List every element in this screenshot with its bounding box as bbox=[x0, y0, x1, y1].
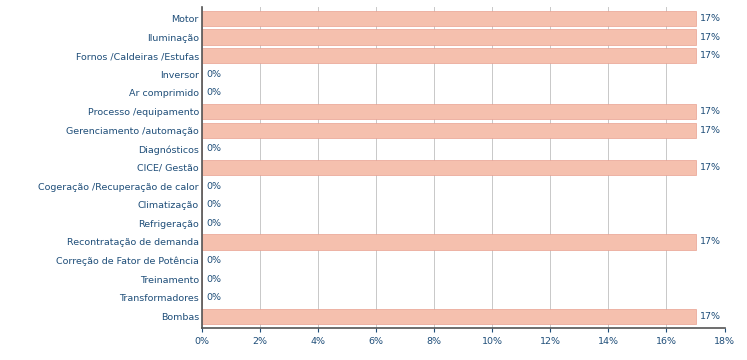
Text: 0%: 0% bbox=[206, 144, 221, 153]
Bar bbox=[202, 11, 695, 26]
Text: 0%: 0% bbox=[206, 181, 221, 190]
Text: 0%: 0% bbox=[206, 256, 221, 265]
Text: 0%: 0% bbox=[206, 275, 221, 284]
Text: 0%: 0% bbox=[206, 70, 221, 79]
Text: 0%: 0% bbox=[206, 293, 221, 302]
Text: 0%: 0% bbox=[206, 200, 221, 209]
Text: 17%: 17% bbox=[700, 126, 721, 135]
Bar bbox=[202, 104, 695, 119]
Bar bbox=[202, 309, 695, 324]
Text: 17%: 17% bbox=[700, 312, 721, 321]
Text: 0%: 0% bbox=[206, 219, 221, 228]
Bar bbox=[202, 160, 695, 175]
Text: 17%: 17% bbox=[700, 14, 721, 23]
Text: 17%: 17% bbox=[700, 51, 721, 60]
Text: 17%: 17% bbox=[700, 107, 721, 116]
Text: 17%: 17% bbox=[700, 163, 721, 172]
Bar bbox=[202, 234, 695, 249]
Bar bbox=[202, 48, 695, 63]
Bar bbox=[202, 122, 695, 138]
Text: 17%: 17% bbox=[700, 237, 721, 246]
Bar bbox=[202, 30, 695, 45]
Text: 17%: 17% bbox=[700, 32, 721, 41]
Text: 0%: 0% bbox=[206, 89, 221, 98]
